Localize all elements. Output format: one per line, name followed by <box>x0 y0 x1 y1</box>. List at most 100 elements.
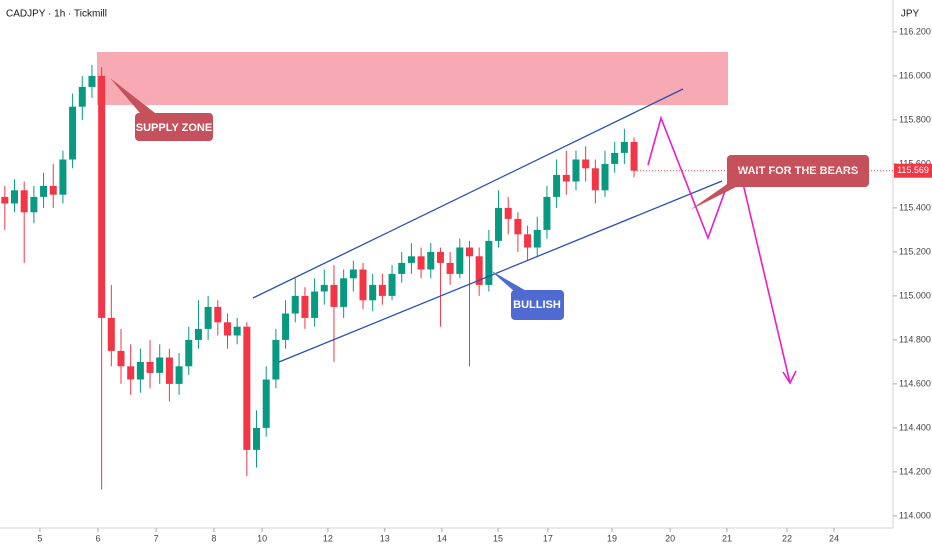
y-tick-label: 115.600 <box>899 158 931 168</box>
candle-body <box>49 185 57 195</box>
candle-body <box>495 207 503 241</box>
candle-body <box>311 291 319 318</box>
candle-body <box>88 75 96 87</box>
x-tick-label: 19 <box>607 533 617 543</box>
candle-body <box>417 256 425 270</box>
candle-body <box>117 350 125 367</box>
supply-zone <box>97 52 728 105</box>
y-tick-label: 116.000 <box>899 70 931 80</box>
candle-body <box>388 273 396 296</box>
candle-body <box>204 306 212 329</box>
candle-body <box>533 229 541 248</box>
candle-body <box>572 159 580 182</box>
callout-box <box>727 155 869 187</box>
y-tick-label: 115.000 <box>899 290 931 300</box>
candle-body <box>136 361 144 380</box>
candle-body <box>369 284 377 301</box>
candle-body <box>20 190 28 213</box>
candle-body <box>262 379 270 428</box>
candle-body <box>233 326 241 336</box>
projection-path <box>647 115 791 384</box>
last-price-label: 115.569 <box>897 165 929 175</box>
candle-body <box>514 218 522 235</box>
candle-body <box>253 427 261 450</box>
candle-body <box>59 159 67 195</box>
candle-body <box>78 86 86 107</box>
candle-body <box>165 357 173 384</box>
x-tick-label: 13 <box>380 533 390 543</box>
y-tick-label: 115.200 <box>899 246 931 256</box>
y-tick-label: 114.000 <box>899 510 931 520</box>
candle-body <box>282 313 290 340</box>
x-tick-label: 24 <box>829 533 839 543</box>
callout-box <box>511 290 564 320</box>
candle-body <box>398 262 406 274</box>
x-tick-label: 21 <box>722 533 732 543</box>
candle-body <box>601 163 609 191</box>
x-tick-label: 7 <box>154 533 159 543</box>
candle-body <box>330 284 338 307</box>
candle-body <box>427 251 435 270</box>
candle-body <box>185 339 193 367</box>
y-tick-label: 114.400 <box>899 422 931 432</box>
y-tick-label: 114.800 <box>899 334 931 344</box>
x-tick-label: 15 <box>493 533 503 543</box>
candle-body <box>630 141 638 171</box>
candle-body <box>475 256 483 285</box>
y-tick-label: 116.200 <box>899 26 931 36</box>
callout-text: WAIT FOR THE BEARS <box>738 165 858 177</box>
candle-body <box>378 284 386 296</box>
x-tick-label: 12 <box>323 533 333 543</box>
candle-body <box>320 284 328 292</box>
callout-box <box>135 113 213 141</box>
y-tick-label: 114.200 <box>899 466 931 476</box>
candle-body <box>98 75 106 318</box>
candle-body <box>156 357 164 373</box>
candle-body <box>465 247 473 257</box>
callout-text: BULLISH <box>513 299 561 311</box>
candle-body <box>40 185 48 197</box>
candle-body <box>69 106 77 160</box>
candle-body <box>562 174 570 182</box>
x-tick-label: 10 <box>257 533 267 543</box>
candle-body <box>456 247 464 274</box>
candle-body <box>620 141 628 153</box>
candle-body <box>349 269 357 279</box>
candle-body <box>407 256 415 263</box>
candle-body <box>175 366 183 384</box>
x-tick-label: 17 <box>543 533 553 543</box>
y-tick-label: 114.600 <box>899 378 931 388</box>
projection-arrow <box>782 370 797 385</box>
candle-body <box>504 207 512 219</box>
candle-body <box>301 295 309 318</box>
candle-body <box>359 269 367 301</box>
candle-body <box>543 196 551 230</box>
currency: JPY <box>901 9 920 20</box>
callout-pointer <box>110 78 155 113</box>
candle-body <box>11 190 19 204</box>
candle-body <box>146 361 154 373</box>
callout-pointer <box>490 270 528 292</box>
x-tick-label: 20 <box>665 533 675 543</box>
callout-text: SUPPLY ZONE <box>136 122 212 134</box>
x-tick-label: 8 <box>211 533 216 543</box>
candle-body <box>485 240 493 285</box>
candle-body <box>243 326 251 450</box>
candle-body <box>340 278 348 307</box>
channel-lower <box>278 180 723 363</box>
y-tick-label: 115.400 <box>899 202 931 212</box>
candle-body <box>127 366 135 380</box>
x-tick-label: 14 <box>437 533 447 543</box>
last-price-box <box>894 163 932 178</box>
y-tick-label: 115.800 <box>899 114 931 124</box>
candle-body <box>436 251 444 263</box>
candle-body <box>272 339 280 380</box>
x-tick-label: 5 <box>37 533 42 543</box>
candle-body <box>446 262 454 274</box>
symbol: CADJPY · 1h · Tickmill <box>6 9 107 20</box>
candle-body <box>553 174 561 197</box>
candle-body <box>524 234 532 248</box>
candle-body <box>1 196 9 204</box>
callout-pointer <box>690 180 750 210</box>
